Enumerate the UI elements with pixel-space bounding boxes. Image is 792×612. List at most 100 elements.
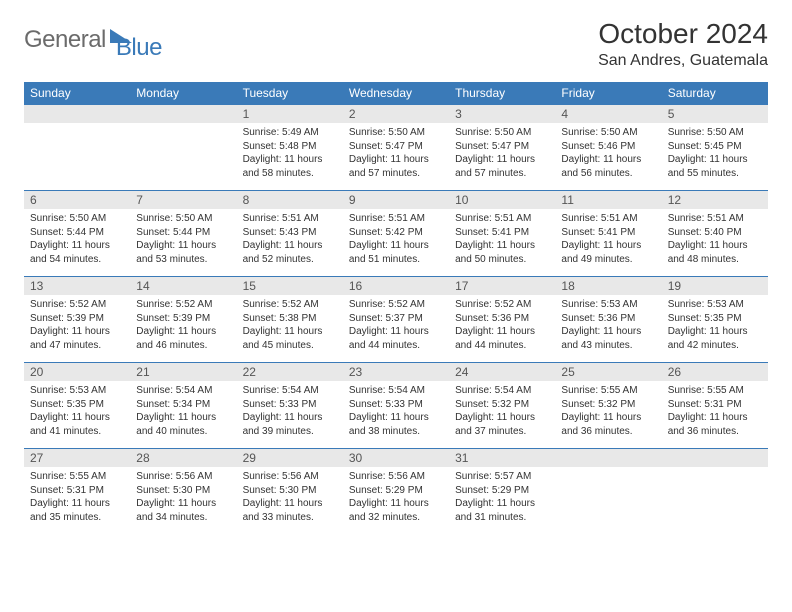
day-detail-line: Sunrise: 5:53 AM: [668, 298, 762, 312]
day-details: Sunrise: 5:52 AMSunset: 5:38 PMDaylight:…: [237, 295, 343, 355]
day-details: Sunrise: 5:54 AMSunset: 5:34 PMDaylight:…: [130, 381, 236, 441]
day-detail-line: Daylight: 11 hours: [30, 325, 124, 339]
day-detail-line: and 45 minutes.: [243, 339, 337, 353]
day-number: 27: [24, 449, 130, 467]
calendar-cell: 30Sunrise: 5:56 AMSunset: 5:29 PMDayligh…: [343, 449, 449, 535]
empty-daynum: [130, 105, 236, 123]
day-details: Sunrise: 5:52 AMSunset: 5:36 PMDaylight:…: [449, 295, 555, 355]
day-details: Sunrise: 5:53 AMSunset: 5:36 PMDaylight:…: [555, 295, 661, 355]
day-detail-line: Sunset: 5:47 PM: [349, 140, 443, 154]
day-number: 24: [449, 363, 555, 381]
day-header-tue: Tuesday: [237, 82, 343, 105]
day-detail-line: Daylight: 11 hours: [455, 497, 549, 511]
week-row: 1Sunrise: 5:49 AMSunset: 5:48 PMDaylight…: [24, 105, 768, 191]
day-number: 25: [555, 363, 661, 381]
day-number: 23: [343, 363, 449, 381]
week-row: 13Sunrise: 5:52 AMSunset: 5:39 PMDayligh…: [24, 277, 768, 363]
day-detail-line: Daylight: 11 hours: [243, 153, 337, 167]
day-number: 19: [662, 277, 768, 295]
calendar-page: General Blue October 2024 San Andres, Gu…: [0, 0, 792, 553]
logo-text-blue: Blue: [116, 34, 162, 62]
day-number: 30: [343, 449, 449, 467]
calendar-cell: 1Sunrise: 5:49 AMSunset: 5:48 PMDaylight…: [237, 105, 343, 191]
day-detail-line: Sunset: 5:46 PM: [561, 140, 655, 154]
day-details: Sunrise: 5:52 AMSunset: 5:39 PMDaylight:…: [24, 295, 130, 355]
calendar-cell: 20Sunrise: 5:53 AMSunset: 5:35 PMDayligh…: [24, 363, 130, 449]
day-number: 18: [555, 277, 661, 295]
day-detail-line: Sunrise: 5:56 AM: [349, 470, 443, 484]
day-header-mon: Monday: [130, 82, 236, 105]
day-number: 6: [24, 191, 130, 209]
day-detail-line: and 37 minutes.: [455, 425, 549, 439]
day-number: 10: [449, 191, 555, 209]
calendar-cell: 22Sunrise: 5:54 AMSunset: 5:33 PMDayligh…: [237, 363, 343, 449]
calendar-cell: 5Sunrise: 5:50 AMSunset: 5:45 PMDaylight…: [662, 105, 768, 191]
day-detail-line: Sunrise: 5:52 AM: [30, 298, 124, 312]
calendar-cell: 26Sunrise: 5:55 AMSunset: 5:31 PMDayligh…: [662, 363, 768, 449]
day-detail-line: Sunset: 5:29 PM: [349, 484, 443, 498]
day-detail-line: Daylight: 11 hours: [455, 325, 549, 339]
day-details: Sunrise: 5:51 AMSunset: 5:40 PMDaylight:…: [662, 209, 768, 269]
day-detail-line: Sunrise: 5:54 AM: [455, 384, 549, 398]
day-detail-line: Daylight: 11 hours: [668, 411, 762, 425]
day-number: 16: [343, 277, 449, 295]
calendar-cell: 16Sunrise: 5:52 AMSunset: 5:37 PMDayligh…: [343, 277, 449, 363]
day-detail-line: Sunrise: 5:50 AM: [136, 212, 230, 226]
day-detail-line: and 54 minutes.: [30, 253, 124, 267]
day-detail-line: Sunrise: 5:51 AM: [349, 212, 443, 226]
day-details: Sunrise: 5:50 AMSunset: 5:45 PMDaylight:…: [662, 123, 768, 183]
day-details: Sunrise: 5:50 AMSunset: 5:44 PMDaylight:…: [130, 209, 236, 269]
week-row: 6Sunrise: 5:50 AMSunset: 5:44 PMDaylight…: [24, 191, 768, 277]
day-detail-line: Sunrise: 5:53 AM: [30, 384, 124, 398]
calendar-cell: 15Sunrise: 5:52 AMSunset: 5:38 PMDayligh…: [237, 277, 343, 363]
month-title: October 2024: [598, 18, 768, 50]
day-detail-line: Sunrise: 5:52 AM: [455, 298, 549, 312]
day-header-fri: Friday: [555, 82, 661, 105]
day-detail-line: and 32 minutes.: [349, 511, 443, 525]
calendar-cell: 19Sunrise: 5:53 AMSunset: 5:35 PMDayligh…: [662, 277, 768, 363]
day-detail-line: Sunset: 5:33 PM: [243, 398, 337, 412]
day-detail-line: Sunset: 5:35 PM: [668, 312, 762, 326]
day-detail-line: Daylight: 11 hours: [349, 325, 443, 339]
day-detail-line: Sunrise: 5:54 AM: [243, 384, 337, 398]
day-number: 12: [662, 191, 768, 209]
calendar-cell: [555, 449, 661, 535]
day-detail-line: and 36 minutes.: [668, 425, 762, 439]
day-details: Sunrise: 5:55 AMSunset: 5:32 PMDaylight:…: [555, 381, 661, 441]
day-detail-line: Sunrise: 5:50 AM: [561, 126, 655, 140]
day-details: Sunrise: 5:51 AMSunset: 5:43 PMDaylight:…: [237, 209, 343, 269]
day-number: 22: [237, 363, 343, 381]
day-detail-line: Daylight: 11 hours: [561, 239, 655, 253]
day-details: Sunrise: 5:50 AMSunset: 5:46 PMDaylight:…: [555, 123, 661, 183]
day-detail-line: Daylight: 11 hours: [455, 153, 549, 167]
day-detail-line: Daylight: 11 hours: [243, 325, 337, 339]
calendar-cell: 31Sunrise: 5:57 AMSunset: 5:29 PMDayligh…: [449, 449, 555, 535]
day-details: Sunrise: 5:50 AMSunset: 5:47 PMDaylight:…: [343, 123, 449, 183]
day-detail-line: Sunrise: 5:49 AM: [243, 126, 337, 140]
day-detail-line: Daylight: 11 hours: [243, 497, 337, 511]
week-row: 20Sunrise: 5:53 AMSunset: 5:35 PMDayligh…: [24, 363, 768, 449]
day-detail-line: and 42 minutes.: [668, 339, 762, 353]
day-detail-line: Sunset: 5:30 PM: [136, 484, 230, 498]
day-header-row: Sunday Monday Tuesday Wednesday Thursday…: [24, 82, 768, 105]
day-detail-line: and 50 minutes.: [455, 253, 549, 267]
calendar-cell: 13Sunrise: 5:52 AMSunset: 5:39 PMDayligh…: [24, 277, 130, 363]
calendar-cell: 17Sunrise: 5:52 AMSunset: 5:36 PMDayligh…: [449, 277, 555, 363]
day-details: Sunrise: 5:55 AMSunset: 5:31 PMDaylight:…: [662, 381, 768, 441]
day-details: Sunrise: 5:52 AMSunset: 5:37 PMDaylight:…: [343, 295, 449, 355]
day-detail-line: Daylight: 11 hours: [136, 411, 230, 425]
calendar-cell: [24, 105, 130, 191]
day-detail-line: Sunrise: 5:50 AM: [455, 126, 549, 140]
day-details: Sunrise: 5:57 AMSunset: 5:29 PMDaylight:…: [449, 467, 555, 527]
day-detail-line: Sunset: 5:33 PM: [349, 398, 443, 412]
calendar-cell: 10Sunrise: 5:51 AMSunset: 5:41 PMDayligh…: [449, 191, 555, 277]
calendar-cell: 8Sunrise: 5:51 AMSunset: 5:43 PMDaylight…: [237, 191, 343, 277]
day-detail-line: Daylight: 11 hours: [136, 325, 230, 339]
day-detail-line: Sunrise: 5:51 AM: [455, 212, 549, 226]
day-detail-line: Sunrise: 5:52 AM: [136, 298, 230, 312]
day-detail-line: Sunset: 5:36 PM: [561, 312, 655, 326]
day-number: 14: [130, 277, 236, 295]
day-details: Sunrise: 5:56 AMSunset: 5:30 PMDaylight:…: [237, 467, 343, 527]
day-detail-line: Sunset: 5:48 PM: [243, 140, 337, 154]
day-detail-line: and 31 minutes.: [455, 511, 549, 525]
